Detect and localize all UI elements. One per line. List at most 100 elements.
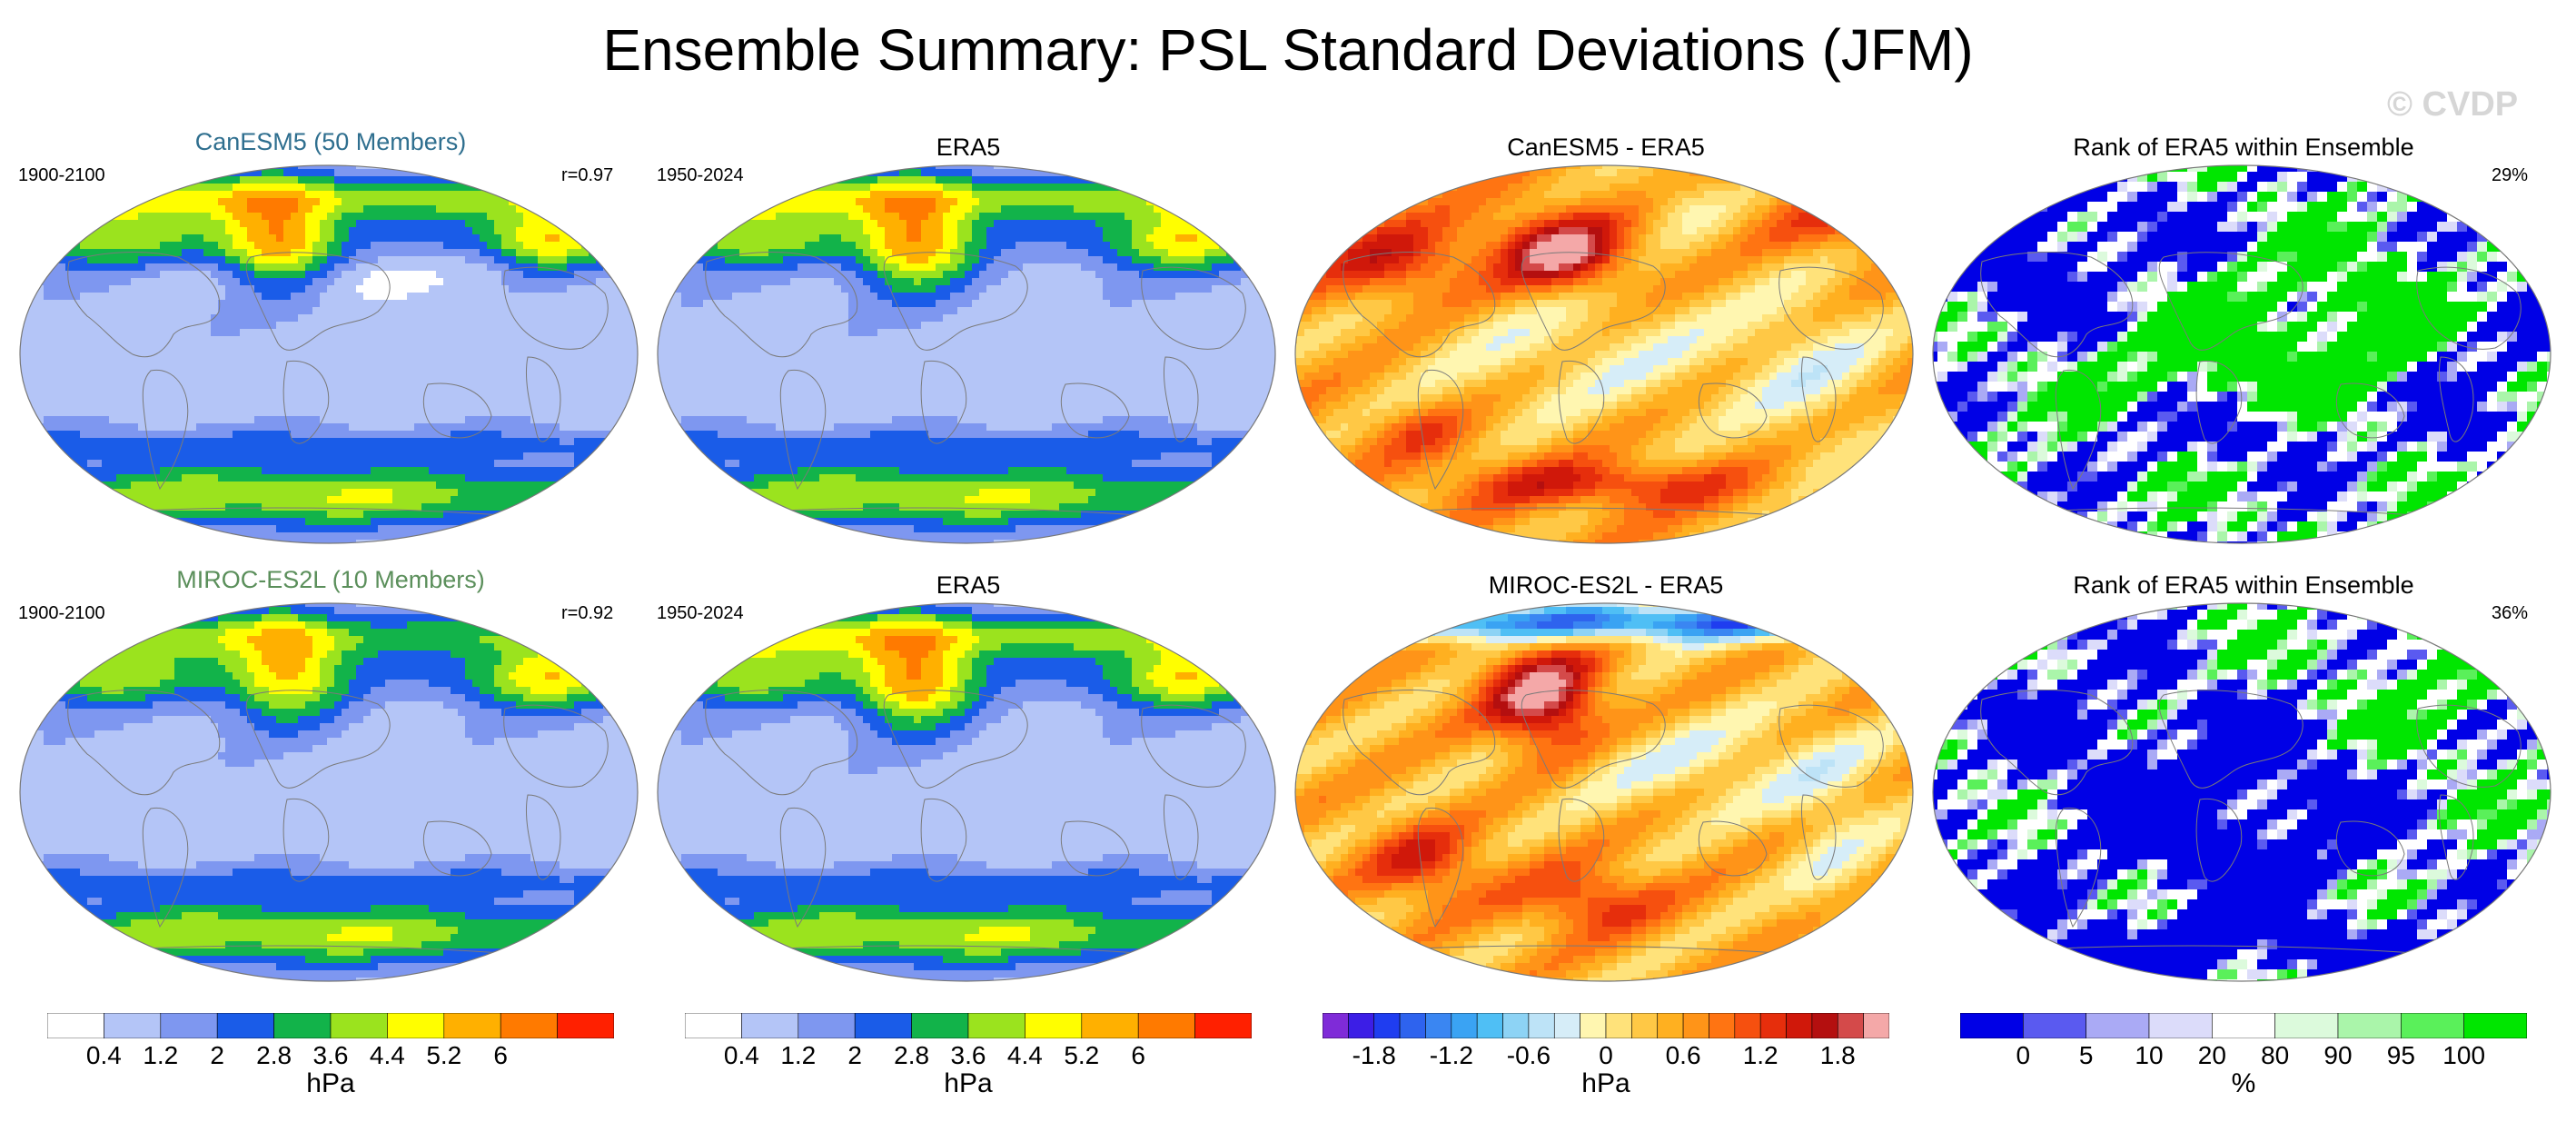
field-cell: [153, 249, 161, 257]
field-cell: [494, 365, 502, 373]
field-cell: [247, 496, 255, 504]
field-cell: [494, 452, 502, 461]
field-cell: [429, 460, 437, 468]
field-cell: [131, 532, 139, 541]
field-cell: [276, 496, 284, 504]
field-cell: [167, 409, 175, 417]
field-cell: [102, 438, 110, 446]
field-cell: [610, 343, 619, 352]
field-cell: [73, 525, 81, 533]
field-cell: [109, 271, 117, 279]
field-cell: [342, 387, 350, 395]
field-cell: [1023, 169, 1031, 177]
field-cell: [349, 423, 357, 432]
field-cell: [160, 234, 168, 243]
field-cell: [312, 372, 321, 381]
field-cell: [509, 300, 517, 308]
field-cell: [22, 336, 30, 344]
field-cell: [51, 234, 59, 243]
field-cell: [581, 474, 590, 482]
field-cell: [639, 184, 648, 192]
field-cell: [501, 460, 510, 468]
field-cell: [689, 176, 697, 184]
field-cell: [218, 205, 226, 213]
field-cell: [436, 198, 444, 206]
field-cell: [233, 314, 241, 323]
field-cell: [36, 343, 45, 352]
field-cell: [530, 416, 539, 424]
field-cell: [400, 380, 408, 388]
field-cell: [371, 489, 379, 497]
correlation-label-r1c1: r=0.97: [561, 165, 613, 186]
field-cell: [240, 496, 248, 504]
field-cell: [356, 445, 364, 453]
field-cell: [480, 372, 488, 381]
field-cell: [451, 263, 459, 272]
field-cell: [1168, 165, 1176, 170]
field-cell: [247, 511, 255, 519]
field-cell: [667, 191, 675, 199]
field-cell: [516, 213, 524, 221]
field-cell: [58, 372, 66, 381]
field-cell: [480, 452, 488, 461]
field-cell: [36, 431, 45, 439]
field-cell: [73, 445, 81, 453]
field-cell: [109, 387, 117, 395]
field-cell: [276, 372, 284, 381]
field-cell: [501, 525, 510, 533]
field-cell: [29, 489, 37, 497]
field-cell: [44, 169, 52, 177]
field-cell: [109, 423, 117, 432]
field-cell: [986, 169, 995, 177]
field-cell: [102, 365, 110, 373]
field-cell: [523, 191, 531, 199]
field-cell: [596, 402, 604, 410]
field-cell: [400, 220, 408, 228]
field-cell: [44, 329, 52, 337]
field-cell: [625, 358, 633, 366]
field-cell: [211, 184, 219, 192]
field-cell: [51, 532, 59, 541]
field-cell: [73, 329, 81, 337]
field-cell: [233, 467, 241, 475]
field-cell: [203, 307, 212, 315]
field-cell: [696, 176, 704, 184]
field-cell: [567, 445, 575, 453]
field-cell: [639, 322, 648, 330]
field-cell: [320, 518, 328, 526]
field-cell: [349, 184, 357, 192]
field-cell: [472, 271, 481, 279]
field-cell: [480, 271, 488, 279]
field-cell: [225, 503, 233, 511]
field-cell: [189, 169, 197, 177]
field-cell: [363, 503, 372, 511]
field-cell: [385, 351, 393, 359]
field-cell: [618, 387, 626, 395]
field-cell: [400, 213, 408, 221]
field-cell: [131, 503, 139, 511]
field-cell: [639, 445, 648, 453]
field-cell: [240, 380, 248, 388]
field-cell: [298, 329, 306, 337]
field-cell: [327, 518, 335, 526]
field-cell: [116, 293, 124, 301]
field-cell: [436, 205, 444, 213]
field-cell: [138, 372, 146, 381]
field-cell: [567, 329, 575, 337]
field-cell: [254, 165, 263, 170]
field-cell: [58, 234, 66, 243]
field-cell: [603, 474, 611, 482]
field-cell: [189, 263, 197, 272]
field-cell: [480, 191, 488, 199]
field-cell: [436, 511, 444, 519]
field-cell: [153, 409, 161, 417]
field-cell: [480, 227, 488, 235]
field-cell: [218, 263, 226, 272]
field-cell: [487, 285, 495, 293]
field-cell: [610, 394, 619, 402]
field-cell: [618, 169, 626, 177]
field-cell: [240, 293, 248, 301]
field-cell: [371, 431, 379, 439]
field-cell: [211, 460, 219, 468]
field-cell: [233, 525, 241, 533]
